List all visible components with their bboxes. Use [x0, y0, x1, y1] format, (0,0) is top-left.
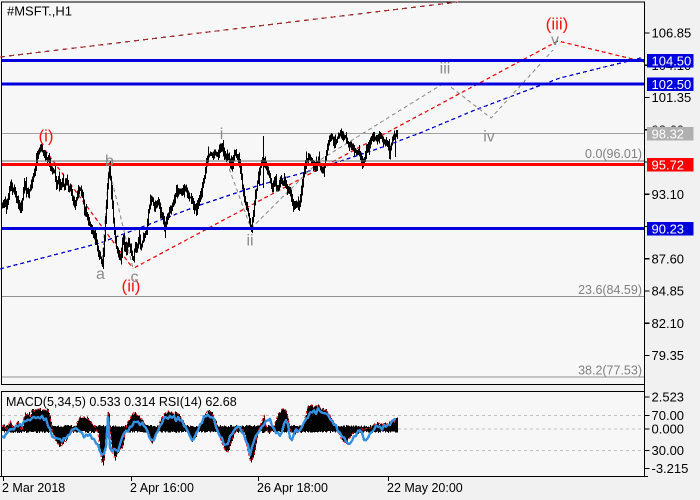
- svg-text:a: a: [96, 266, 105, 283]
- svg-text:79.35: 79.35: [652, 348, 685, 363]
- svg-text:c: c: [131, 269, 139, 286]
- svg-text:98.32: 98.32: [652, 126, 685, 141]
- svg-text:(ii): (ii): [122, 277, 141, 296]
- svg-text:26 Apr 18:00: 26 Apr 18:00: [257, 481, 328, 495]
- svg-text:0.000: 0.000: [652, 422, 685, 437]
- svg-text:87.60: 87.60: [652, 251, 685, 266]
- svg-text:104.10: 104.10: [652, 58, 692, 73]
- svg-text:93.10: 93.10: [652, 187, 685, 202]
- svg-text:2 Apr 16:00: 2 Apr 16:00: [130, 481, 194, 495]
- svg-text:106.85: 106.85: [652, 26, 692, 41]
- svg-text:(iii): (iii): [546, 15, 569, 34]
- svg-text:ii: ii: [246, 233, 253, 250]
- svg-text:2.523: 2.523: [652, 390, 685, 405]
- svg-text:v: v: [551, 32, 559, 49]
- svg-text:(i): (i): [38, 127, 53, 146]
- svg-text:#MSFT.,H1: #MSFT.,H1: [7, 4, 72, 19]
- svg-text:102.50: 102.50: [652, 77, 692, 92]
- svg-text:b: b: [105, 153, 114, 170]
- svg-text:22 May 20:00: 22 May 20:00: [387, 481, 463, 495]
- svg-text:38.2(77.53): 38.2(77.53): [578, 364, 642, 378]
- svg-text:82.10: 82.10: [652, 316, 685, 331]
- svg-text:-3.215: -3.215: [652, 461, 689, 476]
- svg-text:iii: iii: [440, 61, 451, 78]
- svg-text:101.35: 101.35: [652, 90, 692, 105]
- svg-text:98.60: 98.60: [652, 122, 685, 137]
- svg-text:2 Mar 2018: 2 Mar 2018: [2, 481, 65, 495]
- svg-text:iv: iv: [483, 129, 495, 146]
- svg-text:84.85: 84.85: [652, 284, 685, 299]
- svg-text:MACD(5,34,5) 0.533 0.314 RSI(1: MACD(5,34,5) 0.533 0.314 RSI(14) 62.68: [6, 395, 237, 409]
- svg-text:23.6(84.59): 23.6(84.59): [578, 283, 642, 297]
- svg-text:95.72: 95.72: [652, 157, 685, 172]
- svg-text:90.23: 90.23: [652, 221, 685, 236]
- svg-text:0.0(96.01): 0.0(96.01): [585, 147, 642, 161]
- svg-text:104.50: 104.50: [652, 54, 692, 69]
- svg-text:i: i: [220, 126, 224, 143]
- svg-text:70.00: 70.00: [652, 408, 685, 423]
- svg-text:30.00: 30.00: [652, 443, 685, 458]
